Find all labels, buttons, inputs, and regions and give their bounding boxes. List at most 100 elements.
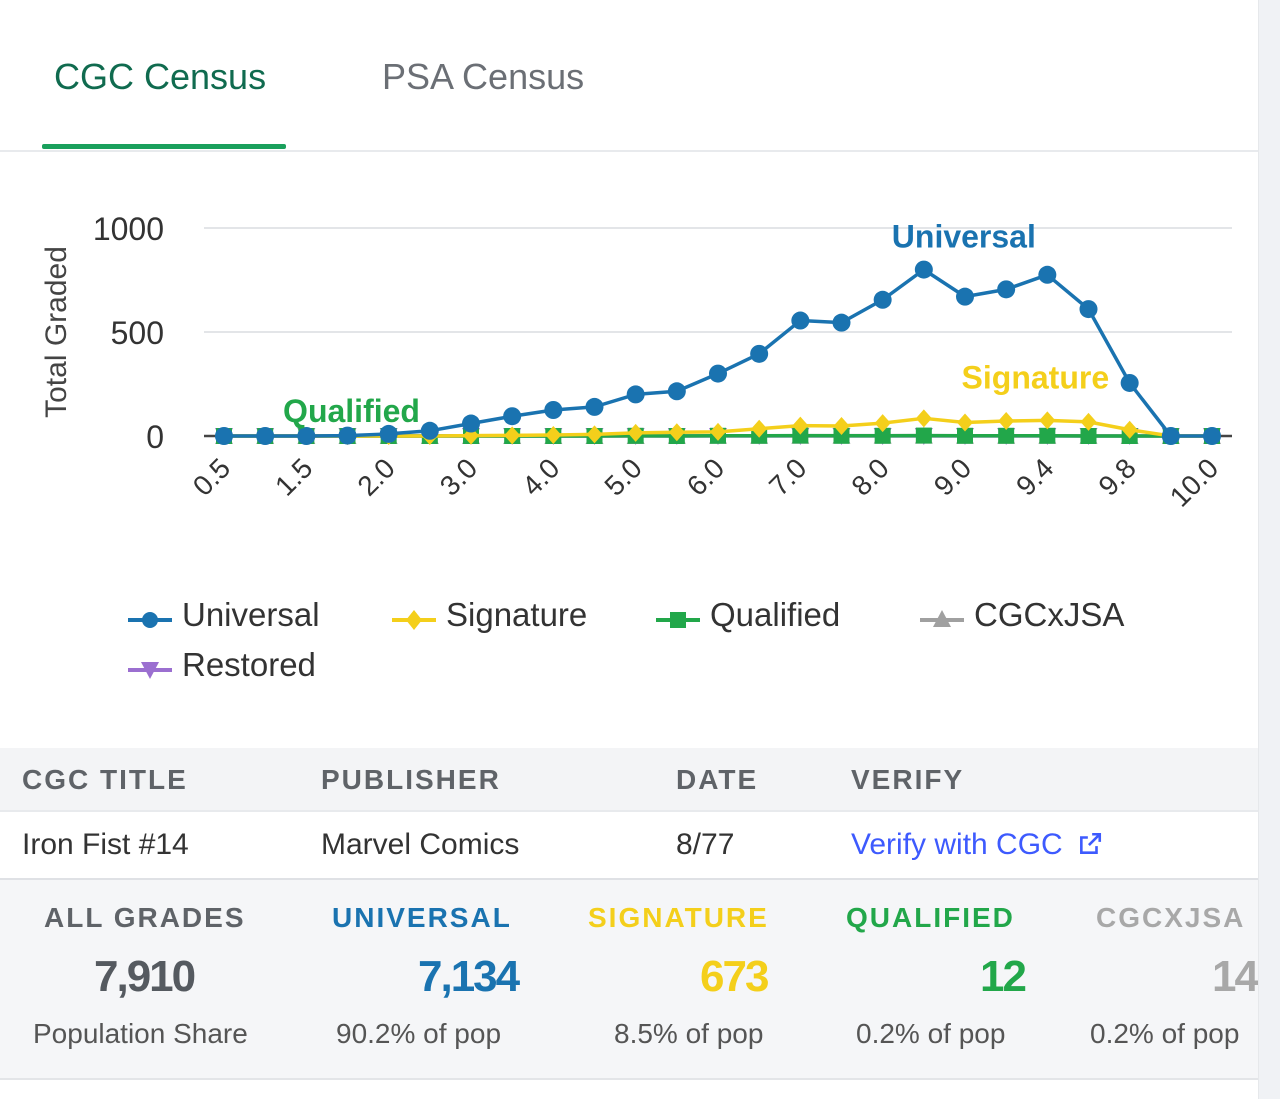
universal-marker-icon (128, 612, 172, 628)
header-publisher: PUBLISHER (321, 764, 501, 795)
tab-cgc-census[interactable]: CGC Census (54, 56, 267, 97)
series-annotation-qualified: Qualified (283, 393, 420, 429)
y-tick-label: 1000 (93, 211, 164, 247)
x-tick-label: 2.0 (351, 452, 400, 501)
x-tick-label: 3.0 (434, 452, 483, 501)
data-point-universal (832, 313, 851, 332)
data-point-signature (751, 419, 768, 438)
data-point-qualified (1039, 427, 1056, 444)
stat-label: UNIVERSAL (332, 902, 512, 933)
data-point-signature (957, 413, 973, 432)
data-point-universal (956, 287, 974, 306)
external-link-icon (1080, 832, 1102, 854)
verify-link-label: Verify with CGC (851, 828, 1063, 861)
data-point-universal (709, 364, 727, 383)
tab-psa-census[interactable]: PSA Census (382, 56, 585, 97)
stat-value: 14 (1212, 952, 1258, 1001)
data-point-signature (792, 416, 809, 435)
stat-label: SIGNATURE (588, 902, 769, 933)
stat-label: CGCXJSA (1096, 902, 1246, 933)
data-point-signature (915, 409, 932, 428)
data-point-signature (586, 425, 603, 444)
data-point-qualified (915, 427, 932, 444)
data-point-universal (873, 290, 892, 309)
chart-annotations: Universal Signature Qualified (283, 219, 1109, 429)
data-point-qualified (957, 427, 973, 444)
x-tick-label: 9.4 (1010, 452, 1059, 501)
y-tick-label: 0 (146, 419, 164, 455)
stat-value: 673 (700, 952, 769, 1001)
header-cgc-title: CGC TITLE (22, 764, 188, 795)
data-point-universal (503, 407, 522, 426)
table-row: Iron Fist #14 Marvel Comics 8/77 Verify … (0, 812, 1258, 880)
data-point-qualified (1080, 428, 1097, 444)
data-point-universal (585, 397, 604, 416)
x-tick-label: 6.0 (681, 452, 730, 501)
data-point-universal (1161, 427, 1180, 445)
data-point-qualified (833, 427, 850, 444)
data-point-signature (998, 412, 1015, 431)
y-tick-label: 500 (111, 315, 164, 351)
x-tick-label: 4.0 (516, 452, 565, 501)
data-point-signature (833, 417, 850, 436)
comic-title: Iron Fist #14 (22, 828, 189, 861)
data-point-universal (338, 426, 357, 445)
data-point-universal (1203, 427, 1221, 445)
data-point-qualified (792, 427, 809, 444)
cgcxjsa-marker-icon (920, 610, 964, 627)
y-axis-label: Total Graded (40, 246, 73, 418)
stat-value: 7,910 (94, 952, 196, 1001)
data-point-universal (544, 401, 563, 419)
legend-label: Qualified (710, 596, 841, 633)
stat-label: ALL GRADES (44, 902, 246, 933)
stat-sub: 0.2% of pop (856, 1018, 1006, 1049)
stat-sub: 90.2% of pop (336, 1018, 502, 1049)
stat-sub: Population Share (33, 1018, 248, 1049)
x-tick-label: 9.0 (928, 452, 977, 501)
stat-label: QUALIFIED (846, 902, 1015, 933)
x-tick-label: 1.5 (269, 452, 318, 501)
stat-sub: 0.2% of pop (1090, 1018, 1240, 1049)
census-chart: 0 500 1000 Total Graded 0.5 1.5 2.0 3.0 4.0 5.0 6.… (40, 211, 1232, 513)
x-tick-label: 10.0 (1164, 452, 1224, 512)
qualified-marker-icon (656, 612, 700, 628)
data-point-universal (379, 424, 398, 443)
data-point-signature (627, 423, 644, 442)
data-point-universal (1038, 265, 1057, 284)
signature-marker-icon (392, 610, 436, 630)
legend-label: Universal (182, 596, 320, 633)
data-point-signature (504, 426, 521, 445)
stat-value: 12 (980, 952, 1027, 1001)
legend-label: Restored (182, 646, 316, 683)
legend-label: CGCxJSA (974, 596, 1125, 633)
data-point-signature (1121, 420, 1138, 439)
x-tick-label: 7.0 (763, 452, 812, 501)
stat-value: 7,134 (418, 952, 520, 1001)
data-point-universal (462, 414, 480, 433)
data-point-signature (710, 422, 726, 441)
data-point-signature (874, 414, 891, 433)
x-tick-label: 0.5 (187, 452, 236, 501)
publisher-name: Marvel Comics (321, 828, 520, 861)
data-point-signature (545, 425, 562, 444)
data-point-universal (420, 421, 439, 440)
data-point-universal (791, 311, 810, 330)
header-date: DATE (676, 764, 759, 795)
header-verify: VERIFY (851, 764, 965, 795)
x-tick-label: 9.8 (1092, 452, 1141, 501)
publish-date: 8/77 (676, 828, 735, 861)
data-point-universal (667, 382, 686, 401)
x-tick-label: 8.0 (845, 452, 894, 501)
series-annotation-universal: Universal (892, 219, 1036, 255)
data-point-qualified (874, 427, 891, 444)
grade-stats: ALL GRADES 7,910 Population Share UNIVER… (0, 880, 1258, 1080)
data-point-universal (1120, 373, 1139, 392)
data-point-signature (668, 423, 685, 442)
census-tabs: CGC Census PSA Census (0, 0, 1258, 152)
restored-marker-icon (128, 662, 172, 679)
verify-with-cgc-link[interactable]: Verify with CGC (851, 828, 1103, 862)
data-point-universal (1079, 300, 1098, 319)
data-point-universal (997, 280, 1016, 299)
series-annotation-signature: Signature (962, 359, 1110, 395)
